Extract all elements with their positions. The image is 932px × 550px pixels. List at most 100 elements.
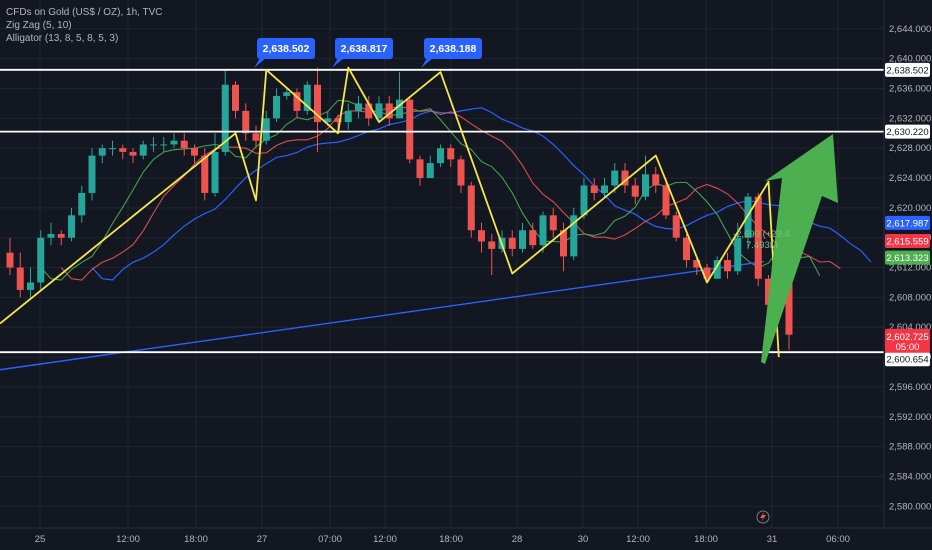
countdown-text: 05:00 <box>896 342 920 353</box>
misc <box>756 510 770 524</box>
x-tick-10: 18:00 <box>694 534 718 545</box>
candle-body-45 <box>467 185 475 231</box>
y-tick-5: 2,624.000 <box>889 173 931 184</box>
candle-body-32 <box>334 118 342 123</box>
price-label-box-3 <box>885 233 930 248</box>
candle-body-57 <box>590 185 598 193</box>
alligator-teeth-line <box>60 106 841 281</box>
chart-legend: CFDs on Gold (US$ / OZ), 1h, TVC Zig Zag… <box>6 6 163 45</box>
alligator-lips-line <box>40 99 821 281</box>
candle-body-17 <box>180 140 188 149</box>
candle-body-72 <box>744 196 752 238</box>
y-tick-15: 2,584.000 <box>889 471 931 482</box>
y-tick-12: 2,596.000 <box>889 382 931 393</box>
candle-body-64 <box>662 185 670 216</box>
x-tick-0: 25 <box>35 534 46 545</box>
candle-body-19 <box>201 155 209 193</box>
alligator-jaw-line <box>91 107 872 281</box>
callout-text-2: 2,638.188 <box>430 43 477 55</box>
zigzag-legend[interactable]: Zig Zag (5, 10) <box>6 20 72 31</box>
ruler-group: -2,690 (+29.47.493M <box>733 229 790 251</box>
candle-body-76 <box>785 263 793 335</box>
x-tick-9: 12:00 <box>626 534 650 545</box>
candle-body-67 <box>693 260 701 268</box>
candle-body-21 <box>221 84 229 152</box>
green-arrow <box>761 134 838 364</box>
candle-body-11 <box>119 148 127 152</box>
y-tick-3: 2,632.000 <box>889 113 931 124</box>
callout-text-1: 2,638.817 <box>341 43 388 55</box>
candle-body-73 <box>754 196 762 279</box>
candle-body-69 <box>713 260 721 279</box>
candle-body-70 <box>724 260 731 272</box>
candle-body-15 <box>160 144 168 146</box>
candle-body-66 <box>683 237 690 261</box>
candle-body-12 <box>129 151 137 156</box>
x-tick-3: 27 <box>257 534 268 545</box>
callout-pointer-1 <box>332 58 344 68</box>
candle-body-51 <box>529 230 537 246</box>
price-label-text-1: 2,630.220 <box>886 127 928 138</box>
ruler-volume-text: 7.493M <box>746 240 778 251</box>
candle-body-44 <box>457 159 465 186</box>
price-label-box-2 <box>885 215 930 230</box>
candle-body-42 <box>437 148 444 164</box>
symbol-title[interactable]: CFDs on Gold (US$ / OZ), 1h, TVC <box>6 7 163 18</box>
price-label-box-0 <box>885 62 930 77</box>
candle-body-2 <box>27 282 34 290</box>
y-tick-8: 2,612.000 <box>889 263 931 274</box>
candle-body-41 <box>426 163 434 179</box>
candle-body-36 <box>375 103 383 119</box>
y-tick-4: 2,628.000 <box>889 143 931 154</box>
candle-body-14 <box>150 144 157 146</box>
horizontal-levels[interactable] <box>0 68 884 354</box>
y-tick-0: 2,644.000 <box>889 24 931 35</box>
price-labels: 2,638.502 2,630.220 2,617.987 2,615.559 2,61… <box>885 62 930 367</box>
price-label-box-4 <box>885 250 930 265</box>
candle-body-60 <box>621 170 629 186</box>
grid <box>0 0 884 528</box>
candle-body-71 <box>734 237 742 272</box>
callout-text-0: 2,638.502 <box>263 43 310 55</box>
callout-pointer-0 <box>254 58 266 68</box>
candle-body-62 <box>642 174 649 197</box>
alligator-legend[interactable]: Alligator (13, 8, 5, 8, 5, 3) <box>6 33 119 44</box>
candle-body-55 <box>570 215 578 257</box>
candle-body-54 <box>560 230 567 257</box>
candle-body-58 <box>601 185 608 193</box>
ruler-change-text: -2,690 (+29.4 <box>733 229 790 240</box>
candle-body-50 <box>519 230 526 249</box>
candle-body-59 <box>611 170 619 186</box>
candle-body-6 <box>68 215 75 238</box>
y-tick-13: 2,592.000 <box>889 412 931 423</box>
candle-body-28 <box>293 92 301 111</box>
y-tick-10: 2,604.000 <box>889 322 931 333</box>
current-price-text: 2,602.725 <box>886 332 928 343</box>
candle-body-4 <box>47 233 55 238</box>
candle-body-3 <box>37 237 45 283</box>
price-label-text-5: 2,600.654 <box>886 355 928 366</box>
x-tick-6: 18:00 <box>439 534 463 545</box>
candle-body-43 <box>447 148 455 160</box>
price-label-box-5 <box>885 352 930 367</box>
candle-body-30 <box>314 84 321 123</box>
event-icon <box>756 510 770 524</box>
callout-box-1 <box>335 38 393 59</box>
candle-body-47 <box>488 241 496 249</box>
candle-body-9 <box>98 148 106 156</box>
candle-body-24 <box>252 133 260 141</box>
candle-body-56 <box>580 185 588 216</box>
x-tick-7: 28 <box>512 534 523 545</box>
candle-body-16 <box>170 140 178 145</box>
candle-body-22 <box>232 84 239 111</box>
candle-body-8 <box>88 155 96 193</box>
x-tick-2: 18:00 <box>184 534 208 545</box>
candle-body-31 <box>324 118 332 123</box>
candle-body-35 <box>365 103 373 119</box>
price-label-text-4: 2,613.323 <box>886 253 928 264</box>
candle-body-10 <box>109 148 116 150</box>
callout-box-0 <box>257 38 315 59</box>
candle-body-7 <box>78 192 86 216</box>
x-axis[interactable]: 25 12:00 18:00 27 07:00 12:00 18:00 28 30 12:00 18… <box>0 527 932 545</box>
